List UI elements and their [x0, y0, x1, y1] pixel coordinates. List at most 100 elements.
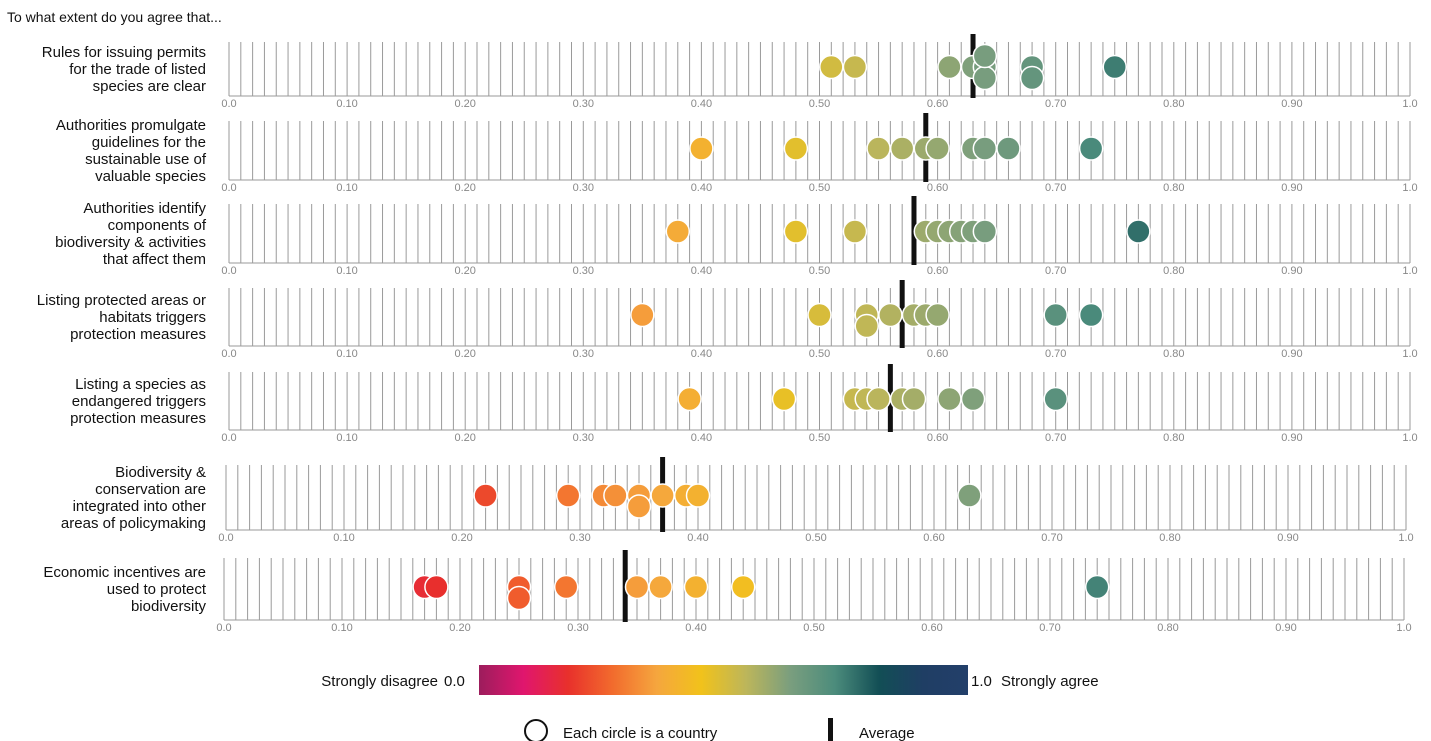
- tick-label: 0.40: [685, 622, 706, 634]
- chart-question: To what extent do you agree that...: [7, 9, 222, 25]
- country-point: [972, 65, 998, 91]
- country-point: [685, 483, 711, 508]
- tick-label: 0.70: [1045, 98, 1066, 110]
- tick-label: 0.0: [221, 98, 236, 110]
- tick-label: 0.70: [1039, 622, 1060, 634]
- tick-label: 0.0: [221, 182, 236, 194]
- country-point: [819, 54, 844, 80]
- average-bar-icon: [828, 718, 833, 741]
- tick-label: 0.0: [221, 265, 236, 277]
- country-point: [677, 386, 702, 412]
- tick-label: 0.70: [1045, 265, 1066, 277]
- tick-label: 0.70: [1045, 348, 1066, 360]
- country-point: [665, 219, 691, 244]
- country-point: [650, 483, 675, 508]
- tick-label: 0.90: [1281, 432, 1302, 444]
- tick-label: 0.0: [221, 432, 236, 444]
- tick-label: 1.0: [1402, 265, 1417, 277]
- row-label: Biodiversity & conservation are integrated…: [61, 464, 206, 532]
- country-point: [1084, 574, 1110, 600]
- tick-label: 0.30: [573, 98, 594, 110]
- country-point: [603, 483, 628, 508]
- tick-label: 0.30: [567, 622, 588, 634]
- tick-label: 0.50: [809, 432, 830, 444]
- tick-label: 0.10: [336, 182, 357, 194]
- tick-label: 0.80: [1159, 532, 1180, 544]
- tick-label: 0.50: [809, 98, 830, 110]
- tick-label: 0.90: [1281, 182, 1302, 194]
- country-point: [972, 136, 998, 161]
- country-point: [1019, 65, 1045, 91]
- tick-label: 0.90: [1275, 622, 1296, 634]
- country-circle-icon: [524, 719, 548, 741]
- tick-label: 0.60: [927, 98, 948, 110]
- country-point: [1078, 302, 1104, 328]
- country-point: [889, 136, 915, 161]
- tick-label: 0.20: [454, 182, 475, 194]
- country-point: [683, 574, 709, 600]
- country-point: [925, 136, 950, 161]
- tick-label: 0.0: [216, 622, 231, 634]
- tick-label: 0.60: [923, 532, 944, 544]
- tick-label: 0.70: [1045, 432, 1066, 444]
- country-point: [972, 219, 998, 244]
- country-point: [807, 302, 832, 328]
- row-label: Authorities identify components of biodive…: [55, 200, 207, 268]
- tick-label: 0.10: [336, 98, 357, 110]
- tick-label: 0.20: [451, 532, 472, 544]
- country-point: [506, 585, 532, 611]
- tick-label: 0.10: [336, 348, 357, 360]
- tick-label: 0.40: [691, 432, 712, 444]
- row-label: Economic incentives are used to protect bi…: [43, 564, 206, 615]
- chart-row: 0.0 0.10 0.20 0.30 0.40 0.50 0.60 0.70 0.80 0.90 1…: [42, 34, 1418, 110]
- country-point: [842, 54, 868, 80]
- country-point: [972, 43, 998, 69]
- tick-label: 0.40: [691, 98, 712, 110]
- tick-label: 0.60: [927, 265, 948, 277]
- tick-label: 0.30: [573, 182, 594, 194]
- tick-label: 0.90: [1277, 532, 1298, 544]
- tick-label: 0.30: [573, 265, 594, 277]
- tick-label: 0.70: [1041, 532, 1062, 544]
- tick-label: 0.10: [336, 432, 357, 444]
- tick-label: 0.90: [1281, 98, 1302, 110]
- tick-label: 0.60: [927, 432, 948, 444]
- row-label: Authorities promulgate guidelines for the…: [56, 117, 207, 185]
- tick-label: 0.90: [1281, 265, 1302, 277]
- scale-min-value: 0.0: [444, 673, 465, 690]
- country-point: [783, 219, 809, 244]
- tick-label: 0.50: [805, 532, 826, 544]
- tick-label: 0.60: [921, 622, 942, 634]
- tick-label: 0.60: [927, 348, 948, 360]
- tick-label: 0.80: [1163, 182, 1184, 194]
- country-point: [783, 136, 809, 161]
- country-point: [771, 386, 797, 412]
- country-point: [626, 494, 652, 519]
- country-point: [842, 219, 868, 244]
- row-label: Listing a species as endangered triggers p…: [70, 376, 206, 427]
- tick-label: 0.10: [336, 265, 357, 277]
- country-point: [937, 54, 962, 80]
- tick-label: 0.50: [803, 622, 824, 634]
- country-point: [1043, 302, 1068, 328]
- country-point: [689, 136, 714, 161]
- legend-circle-label: Each circle is a country: [563, 725, 718, 741]
- country-point: [937, 386, 962, 412]
- tick-label: 0.20: [454, 265, 475, 277]
- country-point: [424, 574, 449, 600]
- country-point: [925, 302, 950, 328]
- tick-label: 0.80: [1157, 622, 1178, 634]
- tick-label: 0.30: [569, 532, 590, 544]
- tick-label: 1.0: [1396, 622, 1411, 634]
- legend: Strongly disagree 0.0 1.0 Strongly agree…: [321, 665, 1099, 741]
- tick-label: 0.50: [809, 265, 830, 277]
- tick-label: 1.0: [1402, 98, 1417, 110]
- country-point: [878, 302, 903, 328]
- country-point: [957, 483, 982, 508]
- country-point: [730, 574, 756, 600]
- country-point: [553, 574, 579, 600]
- tick-label: 0.20: [454, 348, 475, 360]
- chart-row: 0.0 0.10 0.20 0.30 0.40 0.50 0.60 0.70 0.80 0.90 1…: [61, 457, 1414, 544]
- country-point: [901, 386, 927, 412]
